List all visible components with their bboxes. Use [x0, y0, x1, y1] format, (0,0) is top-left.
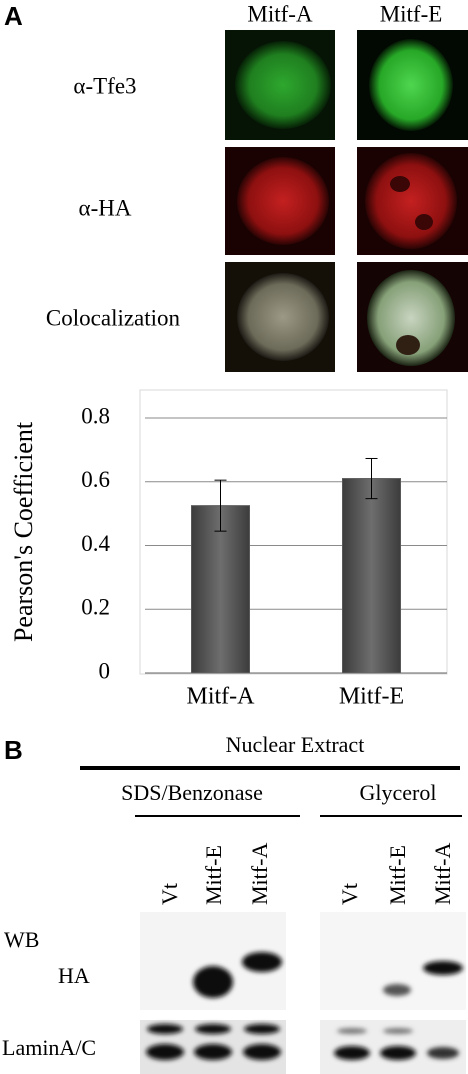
lane-label: Mitf-E	[201, 845, 226, 905]
column-label: Mitf-A	[247, 1, 313, 26]
blot-label: HA	[58, 963, 90, 988]
lane-label: Mitf-A	[247, 843, 272, 905]
blot-label: LaminA/C	[2, 1035, 96, 1060]
row-label: α-Tfe3	[73, 73, 136, 98]
row-label: Colocalization	[46, 305, 181, 330]
section-title: Nuclear Extract	[226, 732, 365, 757]
panel-label: B	[4, 735, 23, 765]
group-label: Glycerol	[360, 780, 437, 805]
y-axis-title: Pearson's Coefficient	[9, 421, 38, 642]
lane-label: Vt	[157, 883, 182, 905]
y-tick-label: 0.2	[81, 595, 110, 620]
lane-label: Vt	[337, 883, 362, 905]
lane-label: Mitf-A	[430, 843, 455, 905]
y-tick-label: 0.8	[81, 403, 110, 428]
x-tick-label: Mitf-A	[187, 684, 256, 710]
chart-frame	[139, 389, 448, 675]
panel-label: A	[4, 1, 23, 31]
lane-label: Mitf-E	[385, 845, 410, 905]
group-label: SDS/Benzonase	[121, 780, 263, 805]
y-tick-label: 0.4	[81, 531, 110, 556]
blots	[140, 912, 466, 1074]
x-tick-label: Mitf-E	[339, 684, 404, 710]
micrographs	[225, 30, 468, 372]
y-tick-label: 0	[99, 658, 111, 683]
row-label: α-HA	[79, 195, 132, 220]
bar-chart: 0 0.2 0.4 0.6 0.8 Mitf-A Mitf-E	[81, 403, 447, 710]
bar	[342, 478, 401, 674]
wb-label: WB	[4, 927, 39, 952]
column-label: Mitf-E	[380, 1, 443, 26]
y-tick-label: 0.6	[81, 467, 110, 492]
